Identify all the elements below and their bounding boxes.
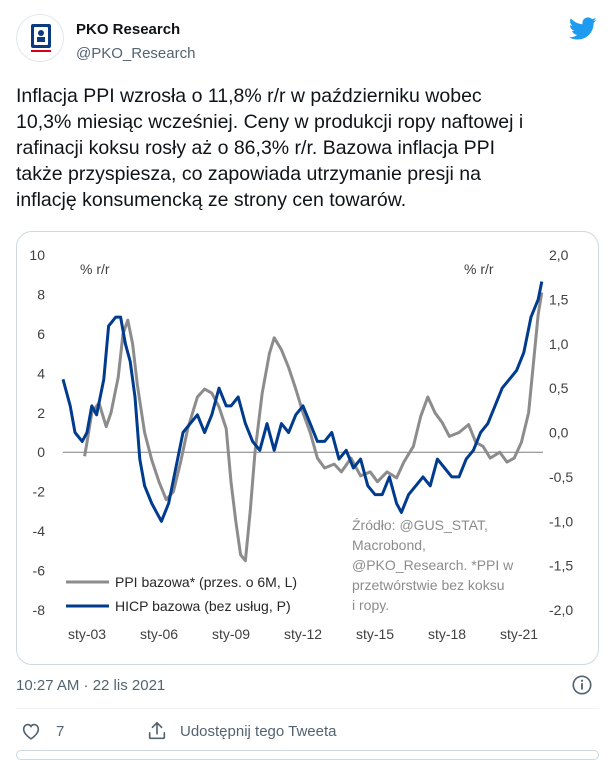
right-tick-label: -1,0 (549, 513, 573, 529)
source-line-2: Macrobond, (352, 537, 426, 553)
right-tick-label: -2,0 (549, 602, 573, 618)
right-tick-label: 0,5 (549, 380, 569, 396)
author-name[interactable]: PKO Research (76, 21, 181, 38)
twitter-bird-icon[interactable] (569, 17, 597, 41)
left-tick-label: 10 (29, 247, 45, 263)
share-button[interactable]: Udostępnij tego Tweeta (146, 720, 337, 742)
source-line-3: @PKO_Research. *PPI w (352, 557, 514, 573)
left-tick-label: 8 (37, 286, 45, 302)
right-tick-label: 1,5 (549, 291, 569, 307)
source-note: Źródło: @GUS_STAT, Macrobond, @PKO_Resea… (352, 517, 514, 613)
series-line-hicp (61, 281, 544, 523)
x-tick-label: sty-06 (140, 626, 178, 642)
left-tick-label: -2 (33, 484, 46, 500)
like-count: 7 (56, 722, 65, 740)
source-line-5: i ropy. (352, 597, 389, 613)
share-icon (148, 721, 166, 740)
chart-image[interactable]: 10 8 6 4 2 0 -2 -4 -6 -8 2,0 1,5 1,0 0,5 0,0 -0,5 -1,0 -… (16, 231, 599, 665)
tweet-timestamp[interactable]: 10:27 AM · 22 lis 2021 (16, 677, 166, 694)
right-tick-label: -0,5 (549, 469, 573, 485)
legend-label-ppi: PPI bazowa* (przes. o 6M, L) (115, 574, 297, 590)
x-tick-label: sty-12 (284, 626, 322, 642)
tweet-text: Inflacja PPI wzrosła o 11,8% r/r w paźdz… (16, 85, 524, 211)
inflation-chart: 10 8 6 4 2 0 -2 -4 -6 -8 2,0 1,5 1,0 0,5 0,0 -0,5 -1,0 -… (29, 247, 573, 642)
x-tick-label: sty-18 (428, 626, 466, 642)
source-line-1: Źródło: @GUS_STAT, (352, 517, 488, 533)
divider (16, 708, 599, 709)
source-line-4: przetwórstwie bez koksu (352, 577, 505, 593)
author-handle[interactable]: @PKO_Research (76, 45, 196, 62)
share-label: Udostępnij tego Tweeta (180, 722, 337, 740)
chart-legend: PPI bazowa* (przes. o 6M, L) HICP bazowa… (66, 574, 297, 614)
left-tick-label: 2 (37, 405, 45, 421)
like-button[interactable]: 7 (20, 720, 64, 742)
right-tick-label: 1,0 (549, 336, 569, 352)
left-tick-label: -6 (33, 563, 46, 579)
x-tick-label: sty-21 (500, 626, 538, 642)
heart-icon (22, 723, 40, 740)
x-tick-label: sty-15 (356, 626, 394, 642)
right-tick-label: 2,0 (549, 247, 569, 263)
left-axis-unit: % r/r (80, 261, 110, 277)
right-axis-unit: % r/r (464, 261, 494, 277)
right-tick-label: -1,5 (549, 558, 573, 574)
left-tick-label: -4 (33, 523, 46, 539)
x-tick-label: sty-03 (68, 626, 106, 642)
pko-logo-icon (31, 24, 51, 52)
right-tick-label: 0,0 (549, 425, 569, 441)
avatar[interactable] (16, 14, 64, 62)
reply-box-edge (16, 750, 599, 760)
x-tick-label: sty-09 (212, 626, 250, 642)
left-tick-label: -8 (33, 602, 46, 618)
avatar-caption (31, 50, 51, 52)
info-icon[interactable] (571, 674, 593, 696)
left-tick-label: 0 (37, 444, 45, 460)
left-tick-label: 6 (37, 326, 45, 342)
legend-label-hicp: HICP bazowa (bez usług, P) (115, 598, 291, 614)
left-tick-label: 4 (37, 365, 45, 381)
series-line-ppi (83, 292, 544, 563)
